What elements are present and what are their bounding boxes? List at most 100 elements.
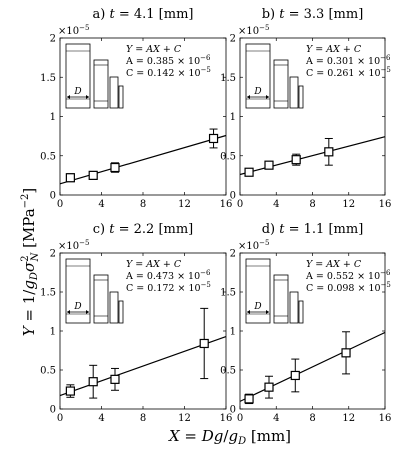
- x-tick-label: 0: [57, 199, 63, 210]
- y-exponent-label: ×10−5: [238, 24, 269, 37]
- x-tick-label: 16: [220, 413, 233, 424]
- chart-panel-2: c) t = 2.2 [mm] ×10−5 0 4 8 12 16 0 0.5 1 1.5 2 Y = …: [40, 222, 232, 424]
- fit-annotation-line: C = 0.172 × 10−5: [126, 281, 211, 294]
- x-tick-label: 4: [273, 413, 279, 424]
- y-exponent-label: ×10−5: [58, 239, 89, 252]
- inset-d-label: D: [253, 87, 261, 97]
- y-exponent-label: ×10−5: [238, 239, 269, 252]
- y-tick-label: 2: [230, 34, 236, 45]
- chart-title: a) t = 4.1 [mm]: [93, 7, 194, 22]
- data-point: [88, 170, 98, 180]
- y-axis-main-label: Y = 1/gDσ2N [MPa−2]: [20, 188, 41, 337]
- x-axis-main-label: X = Dg/gD [mm]: [168, 427, 291, 447]
- data-point: [341, 348, 351, 358]
- y-tick-label: 1.5: [40, 73, 56, 84]
- svg-text:X = Dg/gD [mm]: X = Dg/gD [mm]: [168, 427, 291, 447]
- x-tick-label: 12: [178, 199, 191, 210]
- x-tick-label: 12: [342, 413, 355, 424]
- x-tick-label: 8: [140, 199, 146, 210]
- svg-text:Y = 1/gDσ2N [MPa−2]: Y = 1/gDσ2N [MPa−2]: [20, 188, 41, 337]
- data-point: [244, 394, 254, 404]
- inset-block-small: [109, 76, 119, 109]
- fit-line: [239, 136, 386, 176]
- geometry-inset: D: [245, 258, 304, 324]
- fit-line: [239, 331, 386, 402]
- fit-annotation-line: A = 0.301 × 10−6: [305, 54, 391, 67]
- y-tick-label: 0.5: [40, 366, 56, 377]
- y-tick-label: 0: [50, 191, 56, 202]
- fit-annotation-line: Y = AX + C: [126, 259, 182, 270]
- inset-d-label: D: [73, 302, 81, 312]
- y-tick-label: 1: [230, 112, 236, 123]
- x-tick-label: 16: [220, 199, 233, 210]
- chart-title: c) t = 2.2 [mm]: [93, 222, 194, 237]
- inset-block-medium: [93, 59, 109, 109]
- y-tick-label: 0.5: [220, 151, 236, 162]
- fit-annotation-line: C = 0.098 × 10−5: [306, 281, 391, 294]
- y-tick-label: 1.5: [220, 288, 236, 299]
- x-tick-label: 12: [178, 413, 191, 424]
- fit-line: [59, 134, 227, 185]
- inset-block-small: [109, 291, 119, 324]
- data-point: [110, 162, 120, 173]
- inset-block-tiny: [298, 85, 304, 109]
- inset-block-small: [289, 76, 299, 109]
- x-tick-label: 4: [98, 413, 104, 424]
- chart-panel-0: a) t = 4.1 [mm] ×10−5 0 4 8 12 16 0 0.5 1 1.5 2 Y = …: [40, 7, 232, 210]
- y-tick-label: 1: [50, 112, 56, 123]
- inset-block-small: [289, 291, 299, 324]
- data-point: [65, 386, 75, 396]
- x-tick-label: 4: [98, 199, 104, 210]
- y-tick-label: 2: [50, 249, 56, 260]
- y-tick-label: 0: [230, 191, 236, 202]
- data-point: [110, 374, 120, 384]
- x-tick-label: 8: [140, 413, 146, 424]
- fit-annotation-line: A = 0.385 × 10−6: [125, 54, 211, 67]
- fit-annotation-line: Y = AX + C: [126, 44, 182, 55]
- x-tick-label: 4: [273, 199, 279, 210]
- inset-block-medium: [273, 274, 289, 324]
- fit-annotation-line: A = 0.473 × 10−6: [125, 269, 211, 282]
- inset-d-label: D: [253, 302, 261, 312]
- fit-line: [59, 335, 227, 397]
- inset-block-tiny: [298, 300, 304, 324]
- geometry-inset: D: [65, 258, 124, 324]
- y-tick-label: 2: [230, 249, 236, 260]
- inset-block-medium: [93, 274, 109, 324]
- x-tick-label: 0: [237, 413, 243, 424]
- fit-annotation-line: Y = AX + C: [306, 44, 362, 55]
- x-tick-label: 8: [309, 199, 315, 210]
- data-point: [291, 155, 301, 165]
- data-point: [244, 167, 254, 177]
- data-point: [264, 382, 274, 392]
- inset-d-label: D: [73, 87, 81, 97]
- data-point: [65, 173, 75, 183]
- y-tick-label: 2: [50, 34, 56, 45]
- x-tick-label: 8: [309, 413, 315, 424]
- data-point: [199, 338, 209, 349]
- x-tick-label: 16: [379, 199, 392, 210]
- fit-annotation-line: C = 0.142 × 10−5: [126, 66, 211, 79]
- geometry-inset: D: [245, 43, 304, 109]
- chart-title: d) t = 1.1 [mm]: [262, 222, 364, 237]
- y-exponent-label: ×10−5: [58, 24, 89, 37]
- chart-title: b) t = 3.3 [mm]: [262, 7, 364, 22]
- data-point: [88, 377, 98, 387]
- y-tick-label: 1: [50, 327, 56, 338]
- data-point: [264, 160, 274, 170]
- fit-annotation-line: A = 0.552 × 10−6: [305, 269, 391, 282]
- inset-block-medium: [273, 59, 289, 109]
- inset-block-tiny: [118, 300, 124, 324]
- inset-block-tiny: [118, 85, 124, 109]
- y-tick-label: 0.5: [220, 366, 236, 377]
- y-tick-label: 1.5: [40, 288, 56, 299]
- y-tick-label: 0: [50, 405, 56, 416]
- data-point: [324, 147, 334, 157]
- geometry-inset: D: [65, 43, 124, 109]
- x-tick-label: 0: [57, 413, 63, 424]
- y-tick-label: 0: [230, 405, 236, 416]
- y-tick-label: 0.5: [40, 151, 56, 162]
